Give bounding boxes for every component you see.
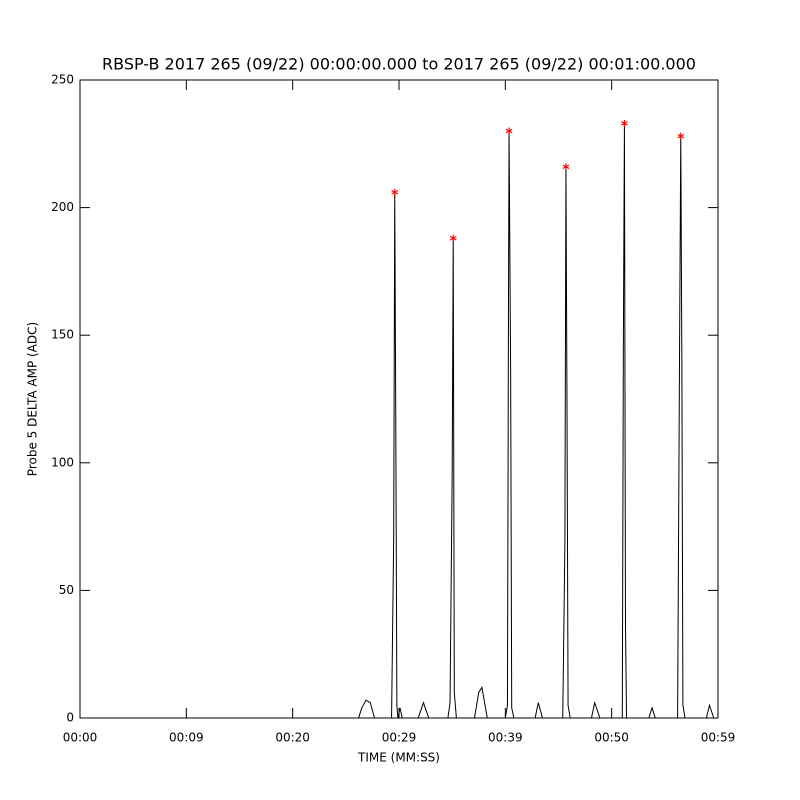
x-tick-label: 00:29 (382, 731, 417, 745)
data-line (80, 123, 715, 719)
peak-marker (449, 234, 457, 242)
peak-marker (391, 188, 399, 196)
peak-marker (677, 132, 685, 140)
x-tick-label: 00:20 (275, 731, 310, 745)
chart-title: RBSP-B 2017 265 (09/22) 00:00:00.000 to … (102, 55, 696, 74)
y-axis-label: Probe 5 DELTA AMP (ADC) (26, 322, 40, 476)
y-tick-label: 100 (51, 455, 74, 469)
peak-marker (621, 119, 628, 127)
x-tick-label: 00:39 (488, 731, 523, 745)
peak-marker (505, 127, 513, 135)
peak-marker (562, 163, 570, 171)
y-tick-label: 0 (66, 711, 74, 725)
x-tick-label: 00:59 (701, 731, 736, 745)
x-tick-label: 00:00 (63, 731, 98, 745)
x-tick-label: 00:50 (594, 731, 629, 745)
y-tick-label: 200 (51, 200, 74, 214)
y-tick-label: 50 (59, 583, 74, 597)
y-tick-label: 250 (51, 73, 74, 87)
x-tick-label: 00:09 (169, 731, 204, 745)
y-tick-label: 150 (51, 328, 74, 342)
x-axis-label: TIME (MM:SS) (357, 751, 440, 765)
